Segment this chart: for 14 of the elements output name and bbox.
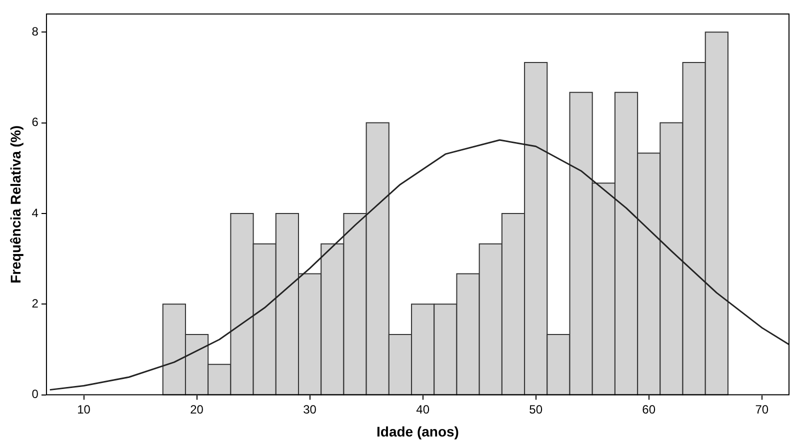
x-tick-label: 60 <box>642 402 656 416</box>
y-tick-label: 4 <box>32 206 39 220</box>
x-tick-label: 70 <box>755 402 769 416</box>
y-axis-title: Frequência Relativa (%) <box>7 125 24 284</box>
x-tick-label: 50 <box>529 402 543 416</box>
x-axis-title: Idade (anos) <box>376 423 459 440</box>
y-tick-label: 2 <box>32 296 39 310</box>
y-tick-label: 6 <box>32 115 39 130</box>
x-tick-label: 10 <box>77 402 91 416</box>
x-tick-label: 30 <box>303 402 317 416</box>
x-tick-label: 40 <box>416 402 430 416</box>
y-tick-label: 8 <box>32 24 39 38</box>
x-tick-label: 20 <box>190 402 204 416</box>
y-tick-label: 0 <box>32 387 39 402</box>
